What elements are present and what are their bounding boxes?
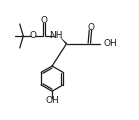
- Polygon shape: [59, 36, 67, 44]
- Text: OH: OH: [103, 39, 117, 48]
- Text: OH: OH: [45, 96, 59, 105]
- Text: NH: NH: [49, 31, 62, 41]
- Text: O: O: [41, 16, 48, 25]
- Text: O: O: [29, 31, 36, 41]
- Text: O: O: [88, 23, 95, 32]
